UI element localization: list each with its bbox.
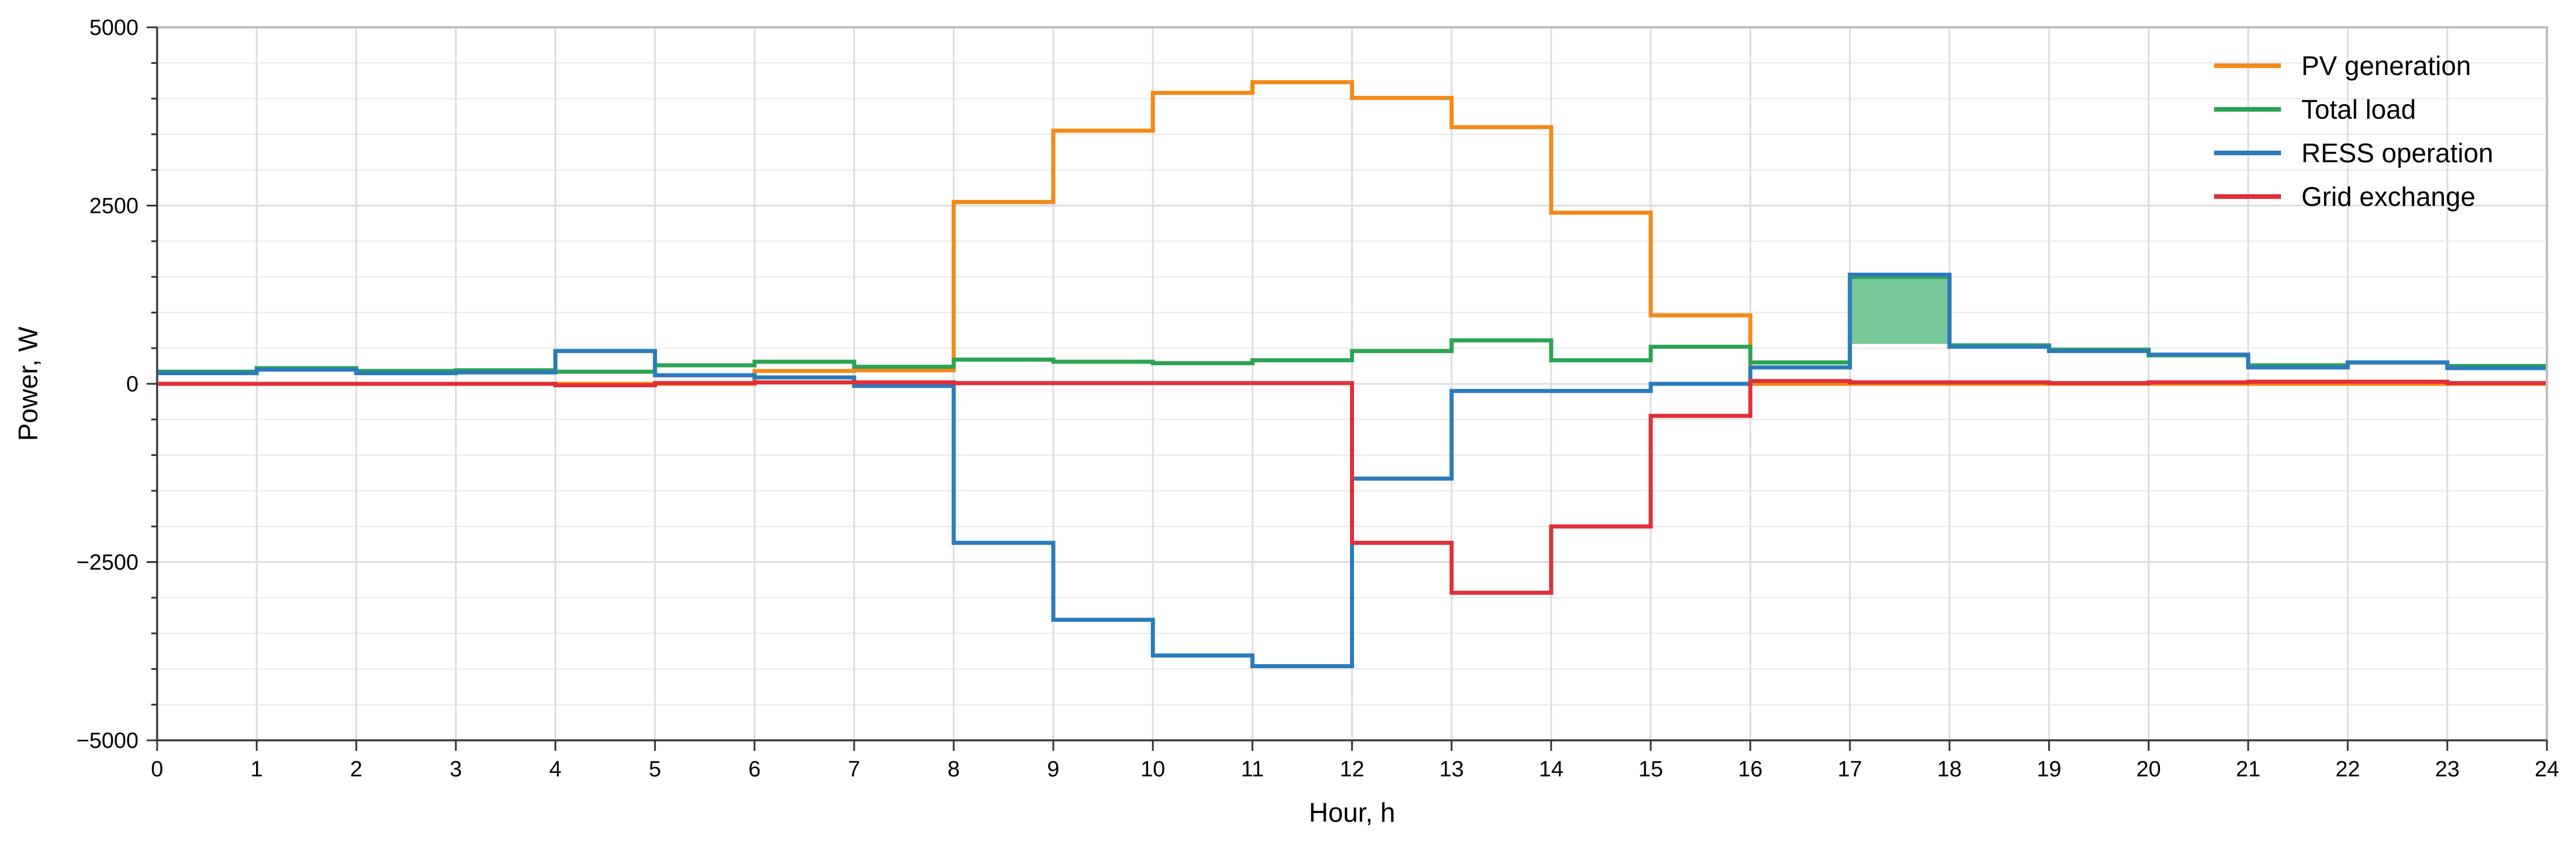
series-line-grid-exchange [157,379,2547,595]
x-tick-label: 2 [350,757,363,782]
x-tick-label: 23 [2435,757,2460,782]
y-axis-label: Power, W [13,326,43,441]
legend-label-grid-exchange: Grid exchange [2301,181,2475,212]
series-line-ress-operation [157,272,2547,668]
x-tick-label: 9 [1047,757,1060,782]
highlight-region [1850,277,1950,344]
y-tick-label: 2500 [89,194,138,219]
x-tick-label: 21 [2236,757,2260,782]
x-tick-label: 13 [1439,757,1463,782]
x-tick-label: 15 [1639,757,1663,782]
x-axis: 0 1 2 3 4 5 6 7 8 9 10 11 12 13 14 15 16 17 18 19 20 21 22 23 24 [151,739,2559,782]
x-tick-label: 6 [748,757,761,782]
x-tick-label: 20 [2136,757,2161,782]
legend: PV generation Total load RESS operation Gri… [2214,51,2493,212]
series-lines [157,80,2547,668]
legend-label-pv-generation: PV generation [2301,51,2471,81]
x-tick-label: 1 [251,757,263,782]
legend-label-total-load: Total load [2301,94,2416,124]
x-tick-label: 24 [2535,757,2559,782]
x-tick-label: 4 [549,757,562,782]
x-tick-label: 18 [1937,757,1962,782]
y-tick-label: −5000 [76,729,138,753]
x-tick-label: 0 [151,757,163,782]
x-tick-label: 11 [1241,757,1264,782]
x-tick-label: 3 [450,757,462,782]
x-axis-label: Hour, h [1309,797,1395,828]
x-tick-label: 10 [1140,757,1165,782]
x-tick-label: 5 [649,757,661,782]
x-tick-label: 19 [2037,757,2061,782]
legend-label-ress-operation: RESS operation [2301,138,2493,168]
x-tick-label: 17 [1838,757,1862,782]
y-tick-label: 0 [126,372,138,397]
x-tick-label: 7 [848,757,860,782]
x-tick-label: 16 [1738,757,1763,782]
x-tick-label: 8 [947,757,960,782]
x-tick-label: 22 [2336,757,2360,782]
x-tick-label: 12 [1339,757,1364,782]
y-tick-label: 5000 [89,16,138,40]
x-tick-label: 14 [1539,757,1564,782]
y-axis: 5000 2500 0 −2500 −5000 [76,16,158,753]
y-tick-label: −2500 [76,551,138,575]
